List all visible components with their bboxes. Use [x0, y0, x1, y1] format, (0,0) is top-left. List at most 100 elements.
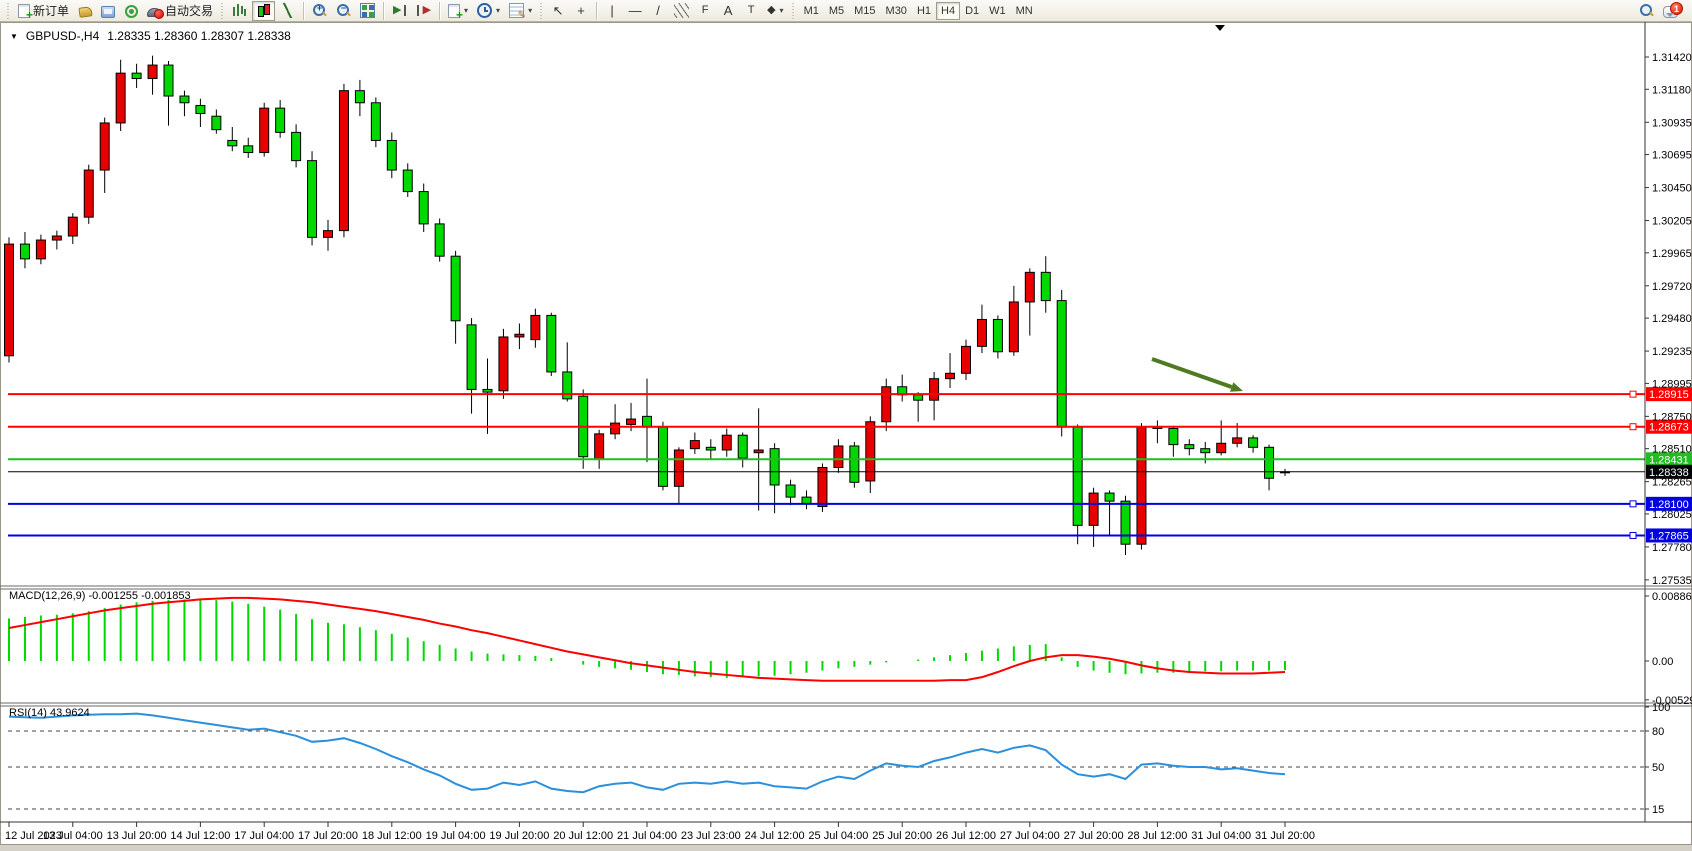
candle-bull — [51, 235, 62, 241]
cursor-button[interactable]: ↖ — [547, 1, 569, 21]
candle-bull — [1008, 301, 1019, 353]
timeframe-button-h4[interactable]: H4 — [936, 2, 961, 20]
candle-bull — [626, 418, 637, 425]
zoom-in-button[interactable]: + — [308, 1, 331, 21]
price-axis-label: 1.28510 — [1652, 444, 1692, 456]
vertical-line-button[interactable]: | — [601, 1, 623, 21]
time-axis-label: 17 Jul 04:00 — [234, 830, 294, 842]
notifications-button[interactable]: 1 — [1659, 1, 1683, 21]
signals-button[interactable] — [120, 1, 142, 21]
candle-bull — [323, 230, 333, 238]
candle-bear — [992, 318, 1003, 353]
autotrading-button[interactable]: 自动交易 — [143, 1, 217, 21]
chart-shift-marker-icon[interactable] — [1215, 25, 1225, 31]
chat-bubble-icon: 1 — [1663, 1, 1683, 18]
rsi-label: RSI(14) 43.9624 — [9, 707, 90, 719]
chart-shift-button[interactable] — [412, 1, 435, 21]
arrows-button[interactable]: ◆ ▾ — [763, 1, 787, 21]
candle-bull — [147, 64, 158, 80]
chevron-down-icon: ▾ — [496, 6, 501, 15]
candle-bear — [354, 90, 365, 104]
new-order-button[interactable]: 新订单 — [14, 1, 73, 22]
hline-drag-marker[interactable] — [1629, 390, 1637, 398]
toolbar: 新订单 自动交易 + − ▾ ▾ ▾ ↖ + | — / F A T — [0, 0, 1692, 22]
toolbar-grip[interactable] — [790, 2, 796, 19]
candle-bull — [35, 239, 46, 260]
timeframe-button-d1[interactable]: D1 — [960, 2, 984, 20]
candlestick-chart-button[interactable] — [252, 0, 276, 21]
trend-arrow-head — [1230, 382, 1243, 392]
periods-button[interactable]: ▾ — [473, 1, 504, 21]
metaeditor-button[interactable] — [74, 1, 96, 21]
candle-bull — [115, 72, 126, 124]
timeframe-button-m5[interactable]: M5 — [824, 2, 849, 20]
horizontal-line-button[interactable]: — — [624, 1, 646, 21]
candle-bear — [386, 139, 397, 171]
candle-bear — [769, 448, 780, 486]
candle-bull — [1136, 426, 1147, 545]
candle-bear — [466, 324, 477, 390]
clock-icon — [477, 3, 493, 18]
candle-bear — [801, 496, 812, 505]
candle-bear — [1184, 444, 1195, 450]
trendline-button[interactable]: / — [647, 1, 669, 21]
price-axis-label: 1.28750 — [1652, 411, 1692, 423]
templates-button[interactable]: ▾ — [505, 1, 536, 21]
search-button[interactable] — [1635, 1, 1658, 21]
candle-bear — [642, 415, 652, 428]
line-chart-button[interactable] — [276, 1, 299, 21]
autotrading-icon — [147, 8, 165, 19]
text-button[interactable]: A — [717, 1, 739, 21]
symbol-dropdown-icon[interactable]: ▼ — [10, 31, 18, 41]
price-tag-label: 1.28915 — [1649, 389, 1689, 401]
timeframe-button-m30[interactable]: M30 — [881, 2, 912, 20]
channel-button[interactable] — [670, 1, 693, 21]
price-tag-label: 1.28100 — [1649, 499, 1689, 511]
timeframe-button-mn[interactable]: MN — [1011, 2, 1038, 20]
hline-drag-marker[interactable] — [1629, 423, 1637, 431]
macd-axis-label: 0.00 — [1652, 656, 1673, 668]
zoom-in-icon: + — [312, 3, 327, 18]
zoom-out-button[interactable]: − — [332, 1, 355, 21]
timeframe-button-m1[interactable]: M1 — [799, 2, 824, 20]
candle-bear — [1072, 426, 1083, 526]
market-watch-button[interactable] — [97, 1, 119, 21]
time-axis-label: 21 Jul 04:00 — [617, 830, 677, 842]
macd-label: MACD(12,26,9) -0.001255 -0.001853 — [9, 590, 191, 602]
chart-symbol: GBPUSD-,H4 — [25, 29, 100, 43]
toolbar-grip[interactable] — [220, 2, 226, 19]
toolbar-grip[interactable] — [6, 2, 11, 19]
timeframe-button-h1[interactable]: H1 — [912, 2, 936, 20]
tile-windows-icon — [360, 3, 376, 18]
time-axis-label: 26 Jul 12:00 — [936, 830, 996, 842]
fibonacci-button[interactable]: F — [694, 1, 716, 21]
timeframe-button-w1[interactable]: W1 — [984, 2, 1011, 20]
vertical-line-icon: | — [610, 3, 614, 18]
macd-axis-label: 0.008861 — [1652, 591, 1692, 603]
timeframe-button-m15[interactable]: M15 — [849, 2, 880, 20]
time-axis-label: 27 Jul 04:00 — [1000, 830, 1060, 842]
macd-signal-line — [8, 596, 1286, 682]
candle-bear — [657, 426, 668, 487]
hline-drag-marker[interactable] — [1629, 500, 1637, 508]
toolbar-grip[interactable] — [539, 2, 545, 19]
text-label-button[interactable]: T — [740, 1, 762, 21]
indicators-button[interactable]: ▾ — [444, 1, 472, 22]
auto-scroll-button[interactable] — [388, 1, 411, 21]
cursor-icon: ↖ — [552, 3, 564, 18]
timeframe-toolbar: M1 M5 M15 M30 H1 H4 D1 W1 MN — [799, 1, 1038, 20]
candle-bull — [498, 336, 509, 392]
trend-arrow-annotation[interactable] — [1151, 357, 1233, 389]
rsi-axis-label: 50 — [1652, 762, 1664, 774]
rsi-axis-label: 80 — [1652, 726, 1664, 738]
tile-windows-button[interactable] — [356, 1, 379, 21]
crosshair-button[interactable]: + — [570, 1, 592, 21]
autotrading-label: 自动交易 — [165, 4, 214, 18]
price-axis-label: 1.29720 — [1652, 281, 1692, 293]
price-axis-label: 1.29965 — [1652, 248, 1692, 260]
candle-bear — [402, 169, 413, 193]
hline-drag-marker[interactable] — [1629, 531, 1637, 539]
bar-chart-button[interactable] — [228, 1, 251, 21]
